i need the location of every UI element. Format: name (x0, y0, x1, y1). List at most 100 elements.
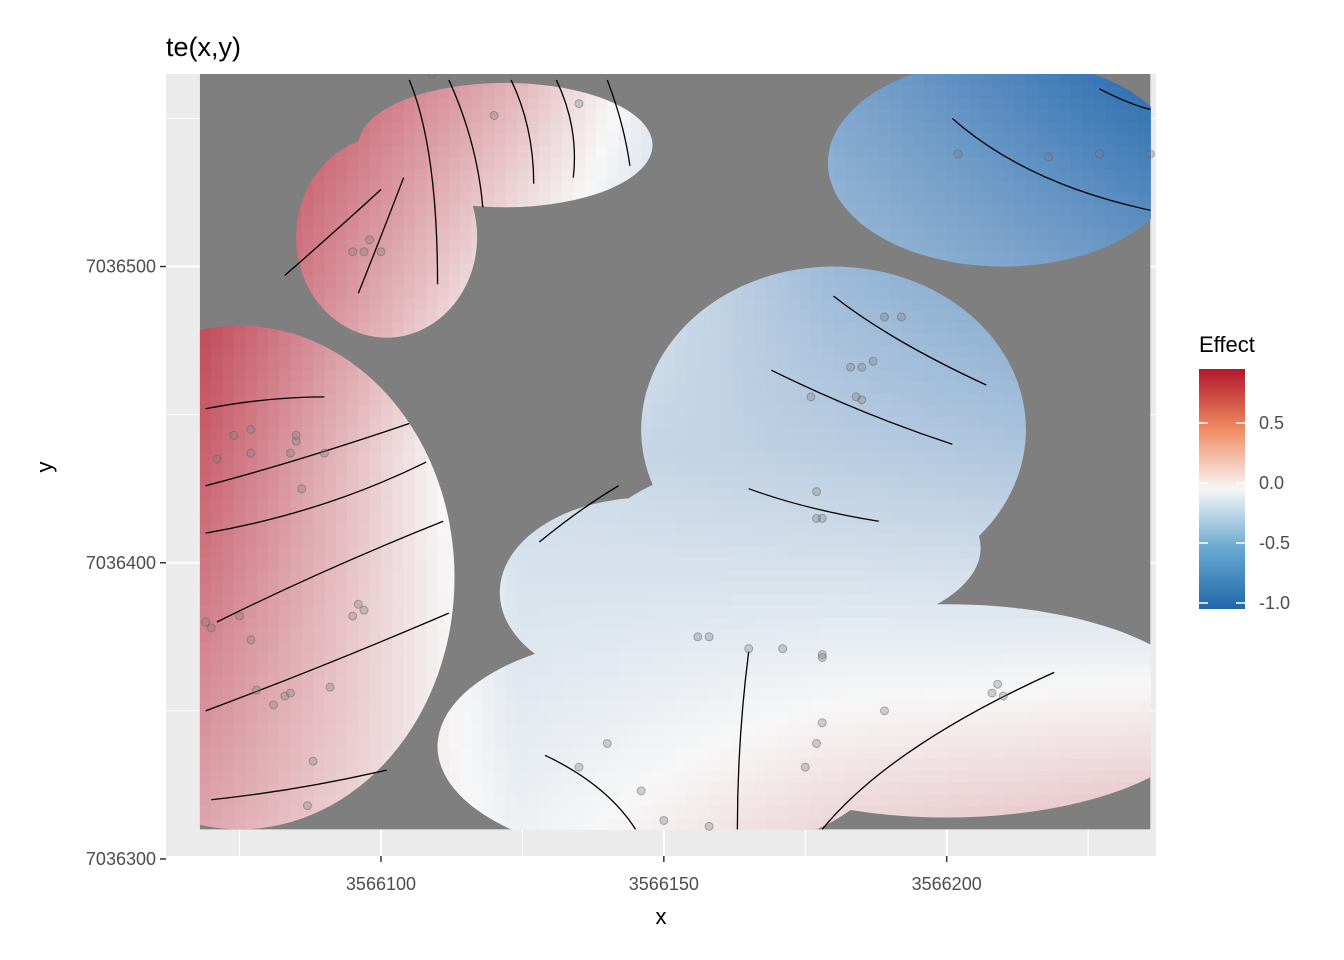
effect-cell (969, 404, 982, 417)
effect-cell (1105, 664, 1117, 677)
effect-cell (912, 640, 925, 653)
effect-cell (901, 392, 914, 406)
effect-cell (867, 345, 880, 358)
effect-cell (924, 357, 936, 370)
effect-cell (1003, 793, 1016, 807)
effect-cell (279, 510, 292, 524)
effect-cell (743, 605, 755, 618)
effect-cell (358, 475, 371, 488)
effect-cell (358, 321, 371, 335)
effect-cell (550, 605, 563, 618)
effect-cell (1059, 133, 1072, 146)
effect-cell (392, 522, 405, 535)
effect-cell (788, 487, 801, 500)
effect-cell (358, 758, 371, 771)
effect-cell (641, 675, 654, 689)
effect-cell (1071, 239, 1084, 252)
effect-cell (335, 593, 348, 606)
effect-cell (629, 569, 642, 583)
effect-cell (1048, 628, 1061, 642)
effect-cell (912, 593, 925, 606)
effect-cell (878, 274, 891, 288)
effect-cell (301, 758, 314, 771)
effect-cell (414, 439, 427, 453)
effect-cell (199, 616, 212, 630)
effect-cell (369, 640, 382, 653)
effect-cell (754, 734, 767, 748)
effect-cell (369, 262, 382, 276)
effect-cell (211, 546, 224, 559)
effect-cell (403, 321, 416, 335)
effect-cell (233, 699, 246, 712)
effect-cell (1093, 675, 1106, 689)
effect-cell (788, 616, 801, 630)
effect-cell (697, 605, 710, 618)
effect-cell (969, 215, 982, 229)
effect-cell (946, 605, 959, 618)
effect-cell (652, 380, 665, 394)
effect-cell (539, 192, 552, 205)
effect-cell (1014, 782, 1027, 795)
effect-cell (776, 699, 789, 712)
effect-cell (935, 652, 948, 665)
effect-cell (618, 168, 631, 181)
effect-cell (912, 534, 925, 547)
effect-cell (369, 439, 382, 453)
effect-cell (539, 569, 552, 583)
effect-cell (980, 215, 993, 229)
effect-cell (607, 723, 620, 736)
effect-cell (901, 156, 914, 170)
effect-cell (279, 746, 292, 760)
effect-cell (505, 180, 518, 193)
effect-cell (663, 628, 676, 642)
effect-cell (958, 392, 970, 406)
effect-cell (584, 699, 597, 712)
effect-cell (720, 805, 733, 819)
effect-cell (810, 675, 823, 689)
effect-cell (709, 451, 721, 465)
effect-cell (1037, 640, 1050, 653)
effect-cell (912, 203, 925, 217)
effect-cell (663, 439, 676, 453)
effect-cell (844, 392, 857, 406)
effect-cell (550, 652, 563, 665)
effect-cell (1071, 746, 1084, 760)
effect-cell (720, 675, 733, 689)
effect-cell (1127, 675, 1140, 689)
effect-cell (313, 758, 325, 771)
effect-cell (822, 333, 835, 347)
effect-cell (256, 439, 269, 453)
effect-cell (969, 239, 982, 252)
effect-cell (799, 628, 812, 642)
effect-cell (437, 581, 450, 594)
effect-cell (743, 333, 755, 347)
effect-cell (267, 734, 280, 748)
effect-cell (335, 628, 348, 642)
effect-cell (392, 428, 405, 441)
effect-cell (890, 652, 903, 665)
effect-cell (324, 510, 337, 524)
effect-cell (799, 640, 812, 653)
effect-cell (222, 734, 235, 748)
effect-cell (641, 133, 654, 146)
effect-cell (1037, 782, 1050, 795)
effect-cell (313, 782, 325, 795)
effect-cell (335, 510, 348, 524)
effect-cell (697, 463, 710, 476)
effect-cell (980, 770, 993, 783)
effect-cell (958, 522, 970, 535)
effect-cell (709, 310, 721, 323)
effect-cell (731, 687, 744, 701)
effect-cell (1116, 723, 1129, 736)
effect-cell (697, 510, 710, 524)
effect-cell (347, 770, 359, 783)
effect-cell (776, 805, 789, 819)
effect-cell (652, 404, 665, 417)
effect-cell (335, 144, 348, 158)
effect-cell (675, 357, 688, 370)
effect-cell (924, 557, 936, 571)
effect-cell (539, 522, 552, 535)
effect-cell (1003, 180, 1016, 193)
effect-cell (233, 439, 246, 453)
effect-cell (765, 723, 778, 736)
